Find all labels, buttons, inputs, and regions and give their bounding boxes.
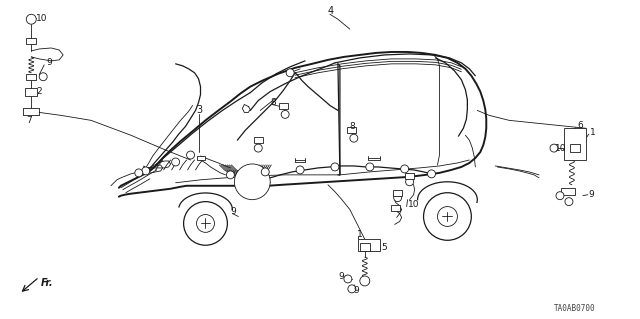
Bar [561, 188, 575, 195]
Circle shape [286, 69, 294, 77]
Text: 8: 8 [270, 98, 276, 107]
Circle shape [296, 166, 304, 174]
Text: 10: 10 [36, 14, 48, 23]
Bar [26, 74, 36, 80]
Bar [254, 137, 263, 143]
Text: 8: 8 [350, 122, 356, 131]
Text: 9: 9 [589, 190, 595, 199]
Text: 9: 9 [338, 272, 344, 281]
Text: 9: 9 [354, 286, 360, 295]
Circle shape [26, 14, 36, 24]
Circle shape [565, 198, 573, 205]
Bar [278, 103, 287, 109]
Text: 7: 7 [26, 116, 32, 125]
Circle shape [184, 202, 227, 245]
Circle shape [142, 167, 150, 175]
Bar [26, 88, 37, 96]
Circle shape [428, 170, 435, 178]
Text: 10: 10 [555, 144, 566, 152]
Circle shape [172, 158, 180, 166]
Text: 9: 9 [46, 58, 52, 67]
Circle shape [438, 207, 458, 226]
Text: 1: 1 [357, 230, 363, 239]
Circle shape [366, 163, 374, 171]
Bar [391, 204, 400, 211]
Bar [358, 239, 380, 251]
Circle shape [550, 144, 558, 152]
Circle shape [424, 193, 471, 240]
Circle shape [394, 194, 402, 202]
Circle shape [227, 171, 234, 179]
Text: 1: 1 [590, 128, 596, 137]
Bar [393, 190, 402, 196]
Text: 10: 10 [408, 200, 419, 209]
Bar [564, 128, 586, 160]
Bar [196, 156, 205, 160]
Bar [360, 243, 370, 251]
Circle shape [187, 151, 195, 159]
Circle shape [281, 110, 289, 118]
Text: 9: 9 [230, 207, 236, 216]
Bar [570, 144, 580, 152]
Circle shape [331, 163, 339, 171]
Circle shape [344, 275, 352, 283]
Text: 3: 3 [196, 106, 203, 115]
Bar [26, 38, 36, 44]
Circle shape [196, 214, 214, 232]
Circle shape [401, 165, 408, 173]
Text: 4: 4 [328, 6, 334, 16]
Bar [348, 127, 356, 133]
Circle shape [350, 134, 358, 142]
Text: 2: 2 [36, 87, 42, 96]
Text: 6: 6 [577, 121, 582, 130]
Circle shape [261, 168, 269, 176]
Circle shape [556, 192, 564, 200]
Circle shape [135, 169, 143, 177]
Bar [405, 173, 414, 179]
Text: Fr.: Fr. [41, 278, 54, 288]
Circle shape [234, 164, 270, 200]
Text: TA0AB0700: TA0AB0700 [554, 304, 596, 313]
Circle shape [406, 178, 413, 186]
Circle shape [39, 73, 47, 81]
Circle shape [254, 144, 262, 152]
Circle shape [360, 276, 370, 286]
Text: 5: 5 [381, 243, 387, 252]
Circle shape [348, 285, 356, 293]
